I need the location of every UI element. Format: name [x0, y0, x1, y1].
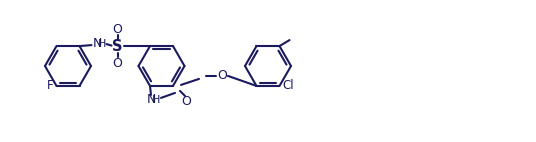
Text: N: N [147, 93, 157, 106]
Text: O: O [113, 23, 122, 36]
Text: H: H [98, 39, 106, 49]
Text: O: O [113, 57, 122, 70]
Text: O: O [181, 95, 191, 108]
Text: F: F [47, 79, 54, 92]
Text: O: O [217, 69, 227, 82]
Text: S: S [112, 39, 123, 54]
Text: N: N [93, 37, 102, 50]
Text: Cl: Cl [282, 79, 294, 92]
Text: H: H [152, 95, 160, 105]
